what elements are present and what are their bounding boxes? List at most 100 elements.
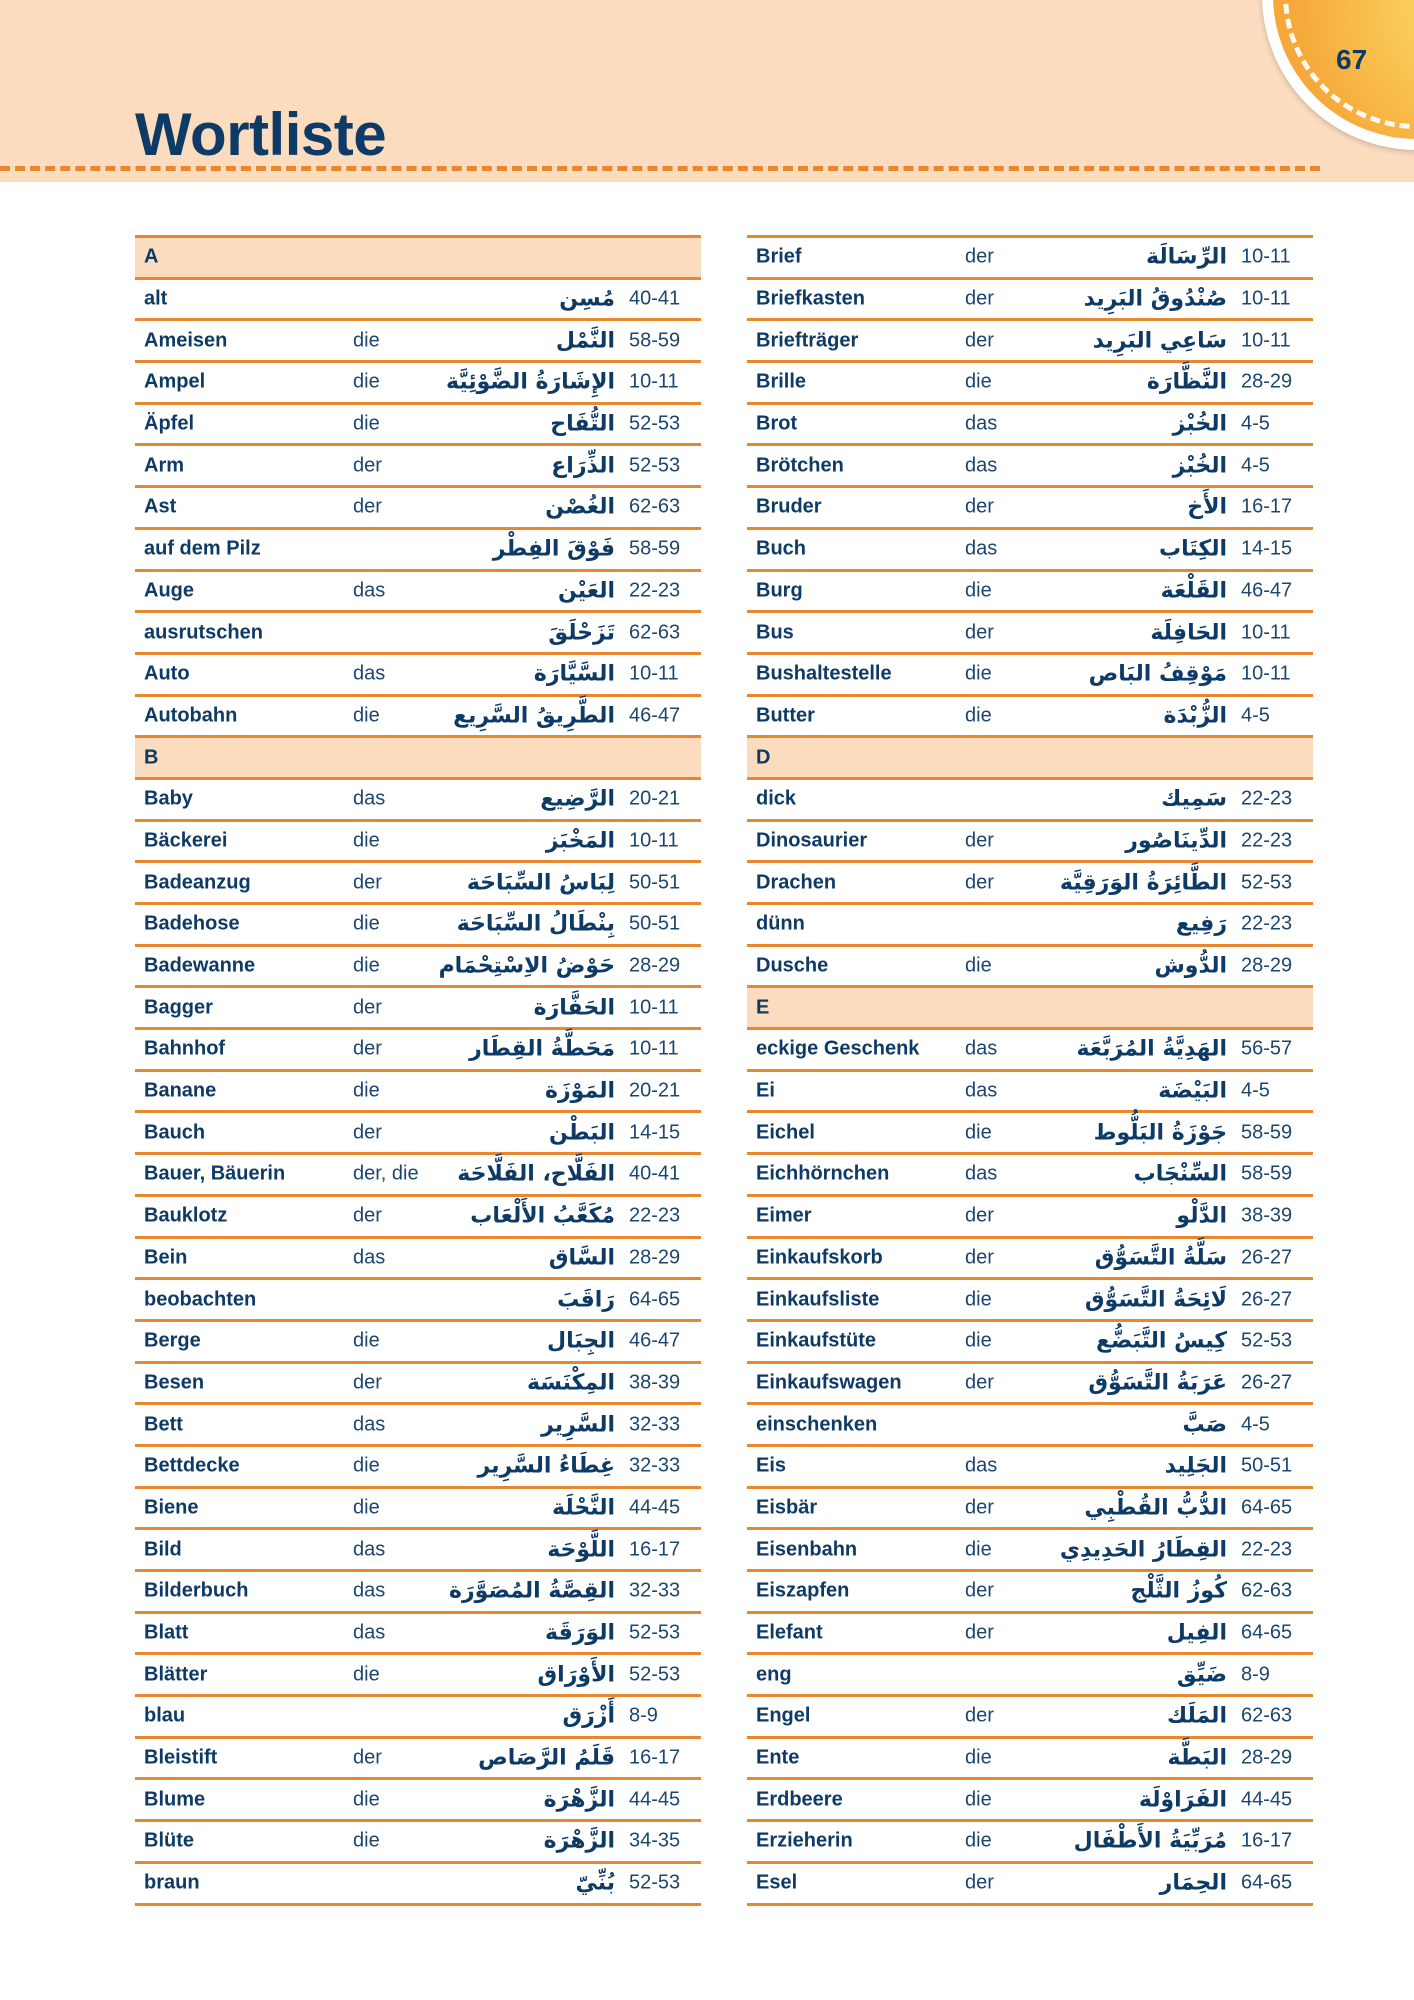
article: die <box>965 954 992 977</box>
german-word: Banane <box>144 1079 217 1102</box>
german-word: Bauch <box>144 1121 206 1144</box>
arabic-translation: القِصَّةُ المُصَوَّرَة <box>449 1578 615 1604</box>
arabic-translation: الوَرَقَة <box>544 1620 615 1646</box>
article: die <box>965 1538 992 1561</box>
article: der <box>353 1746 382 1769</box>
arabic-translation: بُنِّيّ <box>575 1870 616 1896</box>
word-entry-row: Bahnhof der مَحَطَّةُ القِطَار 10-11 <box>135 1030 701 1072</box>
arabic-translation: رَاقَبَ <box>557 1287 615 1313</box>
page-reference: 62-63 <box>1241 1704 1293 1727</box>
german-word: Einkaufstüte <box>756 1329 877 1352</box>
page-reference: 44-45 <box>629 1788 681 1811</box>
arabic-translation: السَّرِير <box>541 1412 615 1438</box>
word-entry-row: Bäckerei die المَخْبَز 10-11 <box>135 822 701 864</box>
german-word: Ast <box>144 495 177 518</box>
page-reference: 52-53 <box>629 1663 681 1686</box>
page-reference: 64-65 <box>1241 1621 1293 1644</box>
word-entry-row: Burg die القَلْعَة 46-47 <box>747 572 1313 614</box>
article: die <box>965 1121 992 1144</box>
german-word: Eisenbahn <box>756 1538 858 1561</box>
german-word: Auto <box>144 662 190 685</box>
article: der <box>965 1704 994 1727</box>
arabic-translation: جَوْزَةُ البَلُّوط <box>1093 1120 1227 1146</box>
arabic-translation: الخُبْز <box>1172 411 1227 437</box>
article: die <box>965 1788 992 1811</box>
article: die <box>965 1288 992 1311</box>
page-reference: 62-63 <box>629 621 681 644</box>
word-entry-row: Blatt das الوَرَقَة 52-53 <box>135 1614 701 1656</box>
page-reference: 4-5 <box>1241 454 1270 477</box>
arabic-translation: النَّحْلَة <box>552 1495 615 1521</box>
arabic-translation: الدَّلْو <box>1176 1203 1227 1229</box>
german-word: Brot <box>756 412 798 435</box>
page-reference: 28-29 <box>1241 1746 1293 1769</box>
german-word: blau <box>144 1704 186 1727</box>
letter-section-header: D <box>747 738 1313 780</box>
arabic-translation: القِطَارُ الحَدِيدِي <box>1059 1537 1227 1563</box>
german-word: Badeanzug <box>144 871 251 894</box>
arabic-translation: القَلْعَة <box>1160 578 1227 604</box>
german-word: Bagger <box>144 996 213 1019</box>
page-reference: 4-5 <box>1241 412 1270 435</box>
page-reference: 10-11 <box>629 996 679 1019</box>
article: die <box>353 704 380 727</box>
german-word: Dusche <box>756 954 829 977</box>
article: das <box>353 1621 386 1644</box>
article: der <box>965 1496 994 1519</box>
article: die <box>353 370 380 393</box>
word-entry-row: Blätter die الأَوْرَاق 52-53 <box>135 1655 701 1698</box>
page-reference: 44-45 <box>629 1496 681 1519</box>
german-word: Eisbär <box>756 1496 818 1519</box>
section-letter: A <box>144 245 159 268</box>
word-entry-row: Einkaufsliste die لَائِحَةُ التَّسَوُّق 26-… <box>747 1280 1313 1322</box>
word-entry-row: Eimer der الدَّلْو 38-39 <box>747 1197 1313 1239</box>
page-reference: 10-11 <box>629 662 679 685</box>
arabic-translation: صَبَّ <box>1182 1412 1227 1438</box>
word-entry-row: alt مُسِن 40-41 <box>135 280 701 322</box>
page-reference: 52-53 <box>629 454 681 477</box>
arabic-translation: لِبَاسُ السِّبَاحَة <box>466 870 615 896</box>
german-word: Bein <box>144 1246 188 1269</box>
page-reference: 10-11 <box>1241 245 1291 268</box>
section-letter: E <box>756 996 770 1019</box>
article: die <box>965 579 992 602</box>
article: das <box>965 1079 998 1102</box>
word-entry-row: Drachen der الطَّائِرَةُ الوَرَقِيَّة 52-53 <box>747 863 1313 905</box>
dashed-divider <box>0 166 1320 171</box>
article: das <box>353 1413 386 1436</box>
page-reference: 32-33 <box>629 1454 681 1477</box>
german-word: beobachten <box>144 1288 257 1311</box>
article: der <box>965 1871 994 1894</box>
german-word: Eis <box>756 1454 787 1477</box>
arabic-translation: الطَّائِرَةُ الوَرَقِيَّة <box>1059 870 1227 896</box>
page-reference: 22-23 <box>629 1204 681 1227</box>
german-word: Bleistift <box>144 1746 218 1769</box>
page-reference: 52-53 <box>629 1871 681 1894</box>
article: die <box>353 912 380 935</box>
article: der <box>353 495 382 518</box>
page-reference: 50-51 <box>1241 1454 1293 1477</box>
page-reference: 22-23 <box>1241 912 1293 935</box>
arabic-translation: الطَّرِيقُ السَّرِيع <box>453 703 615 729</box>
german-word: Eiszapfen <box>756 1579 850 1602</box>
article: das <box>353 662 386 685</box>
arabic-translation: قَلَمُ الرَّصَاص <box>478 1745 615 1771</box>
word-entry-row: dünn رَفِيع 22-23 <box>747 905 1313 947</box>
article: die <box>353 1079 380 1102</box>
article: die <box>353 1788 380 1811</box>
article: das <box>965 1162 998 1185</box>
page-reference: 22-23 <box>1241 787 1293 810</box>
article: der <box>965 495 994 518</box>
page-reference: 22-23 <box>1241 829 1293 852</box>
german-word: Einkaufskorb <box>756 1246 883 1269</box>
arabic-translation: النَّظَّارَة <box>1146 369 1227 395</box>
word-entry-row: Bein das السَّاق 28-29 <box>135 1239 701 1281</box>
arabic-translation: الفِيل <box>1166 1620 1227 1646</box>
word-entry-row: Besen der المِكْنَسَة 38-39 <box>135 1364 701 1406</box>
german-word: Bauer, Bäuerin <box>144 1162 286 1185</box>
word-entry-row: Einkaufskorb der سَلَّةُ التَّسَوُّق 26-27 <box>747 1239 1313 1281</box>
word-entry-row: Bagger der الحَفَّارَة 10-11 <box>135 988 701 1031</box>
arabic-translation: أَزْرَق <box>562 1703 615 1729</box>
word-entry-row: Badeanzug der لِبَاسُ السِّبَاحَة 50-51 <box>135 863 701 905</box>
